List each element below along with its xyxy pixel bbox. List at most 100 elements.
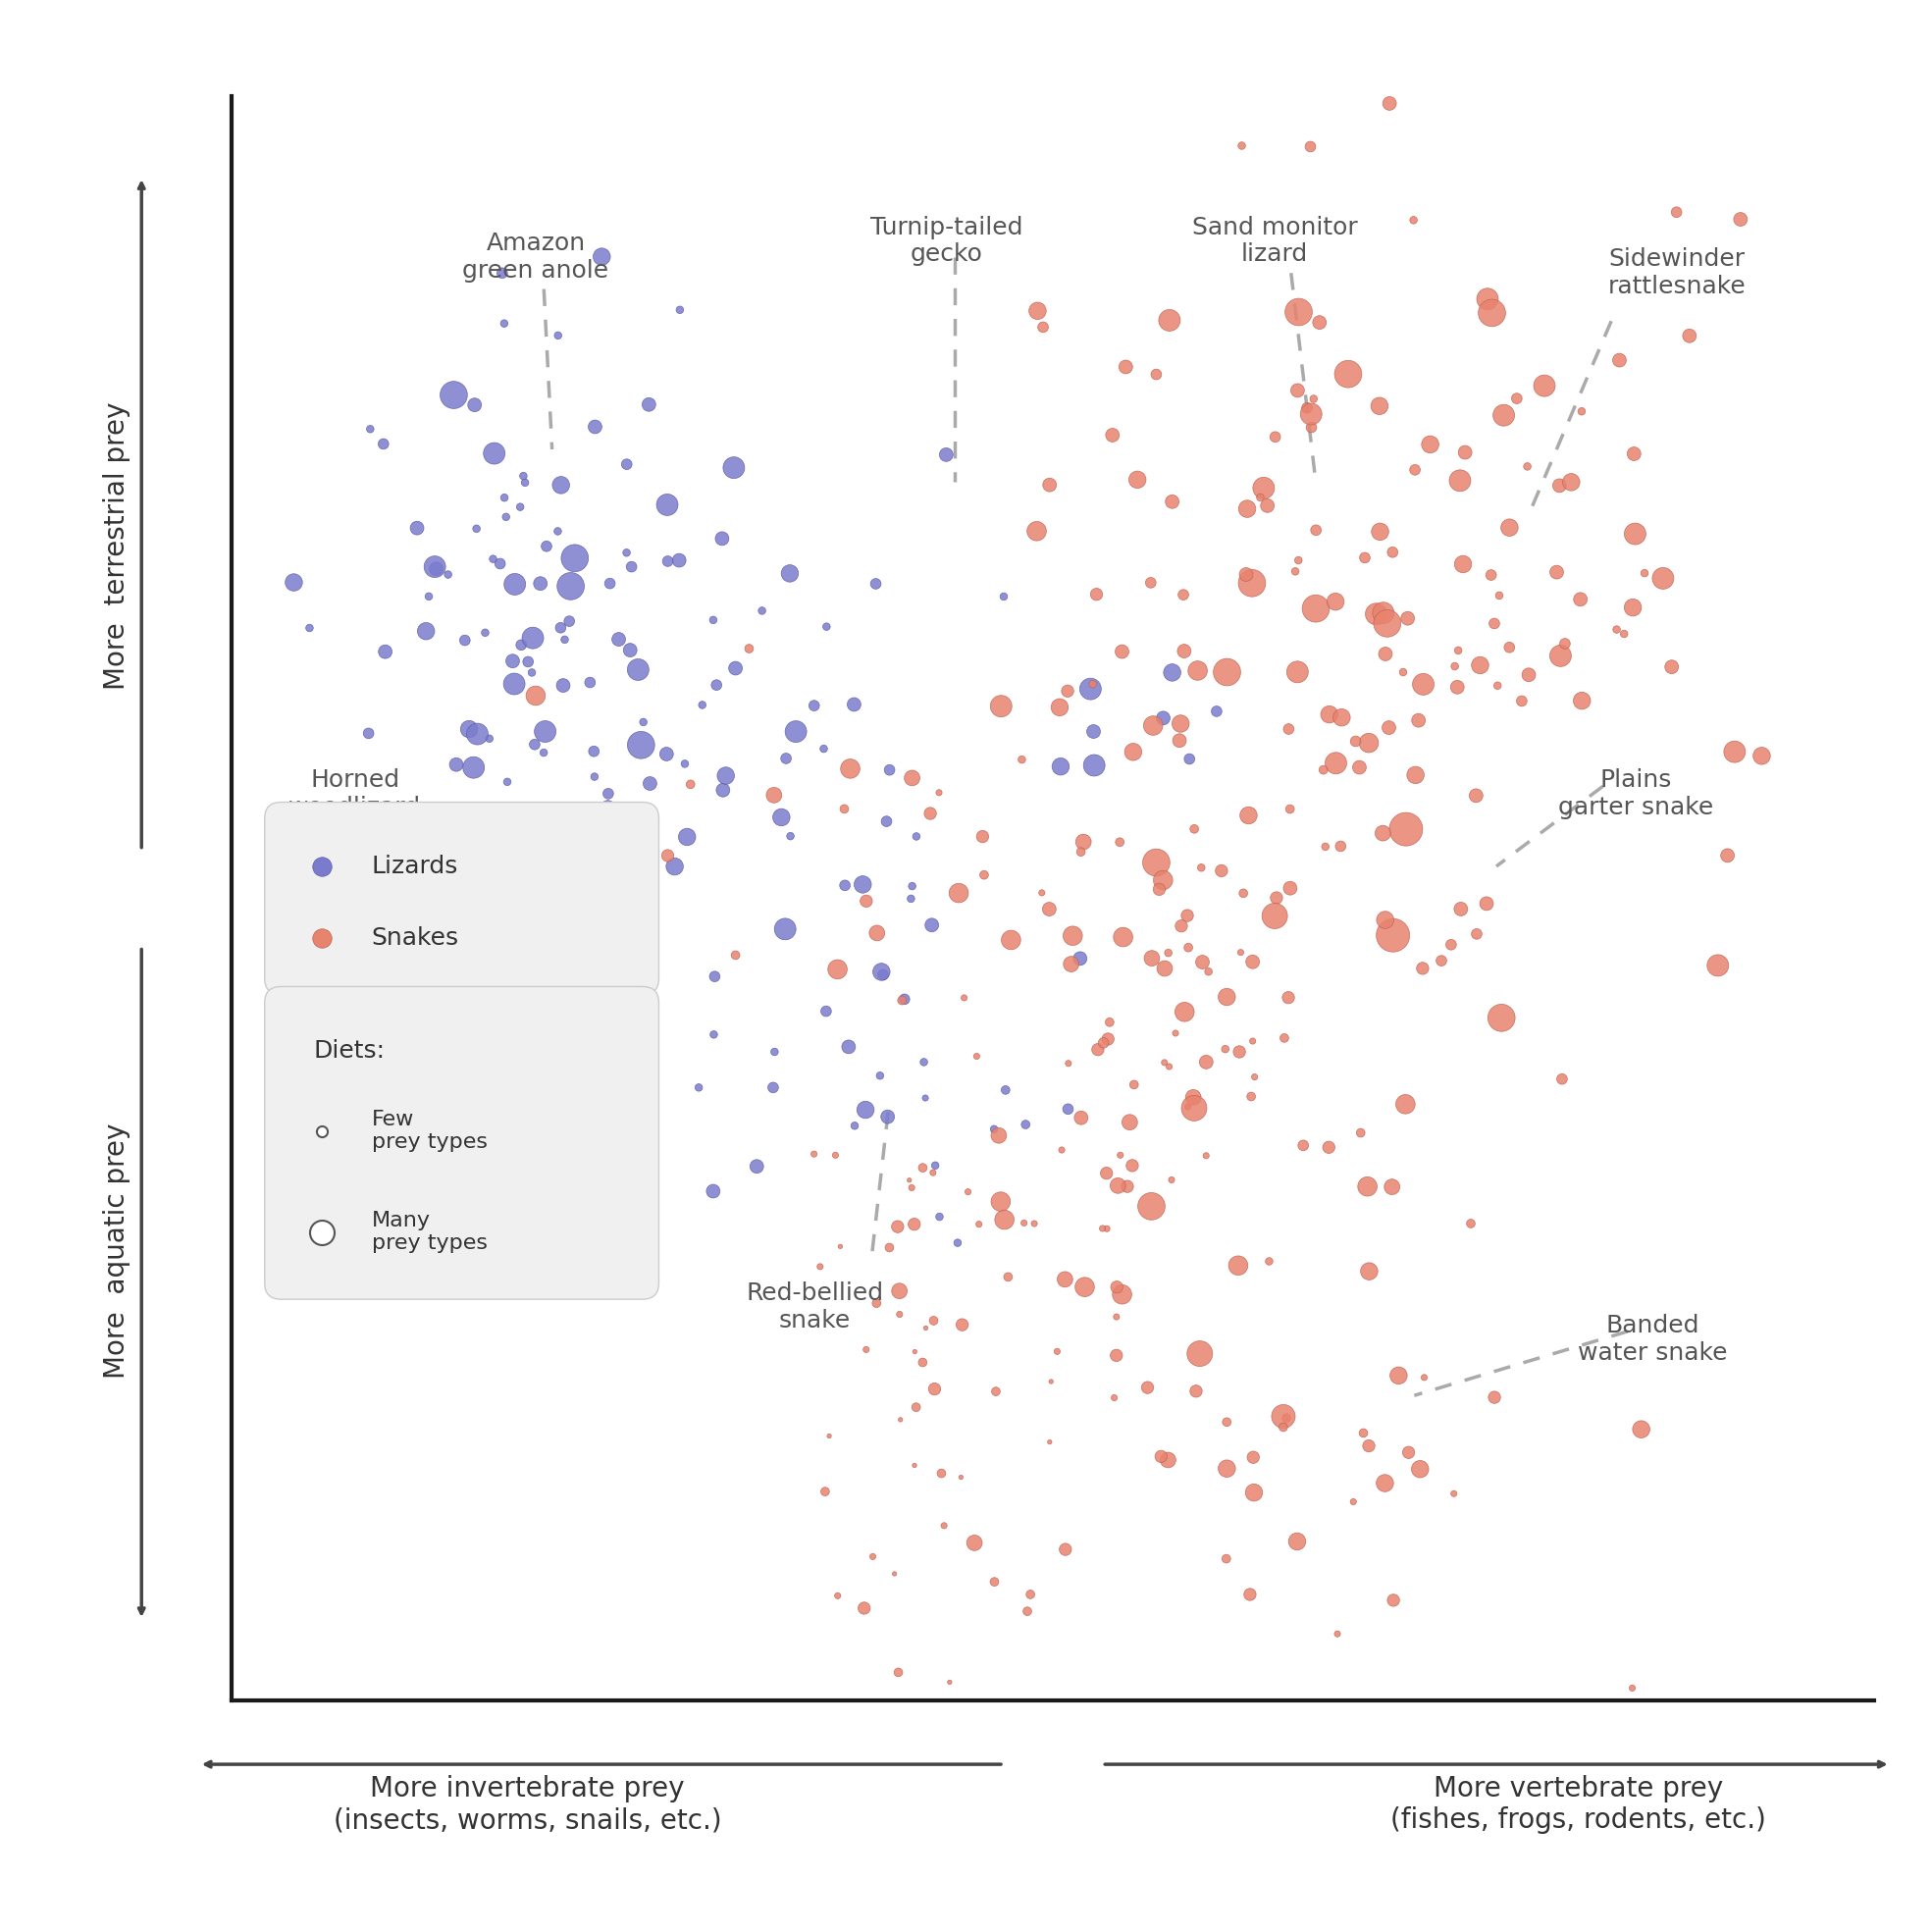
Point [1493, 512, 1524, 543]
Point [554, 570, 585, 601]
Point [468, 875, 498, 906]
Point [1604, 344, 1634, 375]
Point [574, 667, 605, 697]
Point [900, 1391, 931, 1422]
Point [838, 690, 869, 721]
Text: Amazon
green anole: Amazon green anole [462, 232, 609, 282]
Point [949, 981, 980, 1012]
Point [580, 412, 611, 442]
Point [1103, 1171, 1134, 1202]
Point [1148, 866, 1179, 896]
Point [850, 1335, 881, 1366]
Point [355, 413, 386, 444]
Point [1018, 1208, 1049, 1238]
Point [873, 755, 904, 786]
Point [1136, 568, 1167, 599]
Point [1022, 296, 1053, 327]
Point [527, 875, 558, 906]
Point [699, 960, 730, 991]
Point [838, 1111, 869, 1142]
Point [885, 1275, 916, 1306]
Point [1602, 614, 1633, 645]
Point [489, 307, 520, 338]
Point [1370, 638, 1401, 668]
Point [440, 750, 471, 781]
Point [943, 1227, 974, 1258]
Point [908, 1347, 939, 1378]
Point [896, 1173, 927, 1204]
Point [1157, 487, 1188, 518]
Point [746, 595, 777, 626]
Point [506, 630, 537, 661]
Point [1119, 736, 1150, 767]
Text: Turnip-tailed
gecko: Turnip-tailed gecko [869, 216, 1022, 267]
Point [1501, 383, 1532, 413]
Point [1238, 1478, 1269, 1509]
Point [560, 543, 591, 574]
Point [1153, 1445, 1184, 1476]
Point [1101, 1341, 1132, 1372]
Point [895, 1165, 925, 1196]
Point [1461, 781, 1492, 811]
Point [1370, 1468, 1401, 1499]
Point [668, 748, 699, 779]
Point [1341, 726, 1372, 757]
Point [1049, 1534, 1080, 1565]
Point [860, 568, 891, 599]
Point [1426, 945, 1457, 976]
Point [707, 775, 738, 806]
Point [989, 1204, 1020, 1235]
Point [1476, 298, 1507, 328]
Point [1488, 400, 1519, 431]
Point [1314, 1132, 1345, 1163]
Point [896, 763, 927, 794]
Point [1269, 1022, 1300, 1053]
Point [1088, 1028, 1119, 1059]
Point [1180, 1376, 1211, 1406]
Point [1609, 618, 1640, 649]
Point [489, 483, 520, 514]
Point [925, 1459, 956, 1490]
Point [1078, 668, 1109, 699]
Text: Sand monitor
lizard: Sand monitor lizard [1192, 216, 1358, 267]
Point [1173, 900, 1204, 931]
Point [1719, 736, 1750, 767]
Text: More invertebrate prey
(insects, worms, snails, etc.): More invertebrate prey (insects, worms, … [334, 1776, 721, 1833]
Point [1223, 1250, 1254, 1281]
Point [520, 728, 551, 759]
Point [887, 985, 918, 1016]
Point [1712, 840, 1743, 871]
Point [896, 883, 927, 914]
Point [1140, 359, 1171, 390]
Point [1034, 469, 1065, 500]
Point [980, 1113, 1010, 1144]
Point [1406, 952, 1437, 983]
Point [883, 1211, 914, 1242]
Point [1662, 197, 1692, 228]
Point [1254, 1246, 1285, 1277]
Point [1088, 1213, 1119, 1244]
Point [1625, 1414, 1656, 1445]
Point [510, 468, 541, 498]
Point [1186, 852, 1217, 883]
Point [1235, 1578, 1265, 1609]
Point [781, 717, 811, 748]
Point [945, 1463, 976, 1493]
Point [1565, 583, 1596, 614]
Point [1122, 464, 1153, 495]
Text: Banded
water snake: Banded water snake [1578, 1314, 1727, 1364]
Point [1043, 692, 1074, 723]
Point [413, 873, 444, 904]
Point [1012, 1596, 1043, 1627]
Point [419, 551, 450, 582]
Point [1546, 639, 1577, 670]
Point [433, 558, 464, 589]
Point [1393, 603, 1424, 634]
Point [516, 657, 547, 688]
Point [1447, 549, 1478, 580]
Point [910, 1312, 941, 1343]
Point [1173, 931, 1204, 962]
Point [1186, 947, 1217, 978]
Point [1236, 947, 1267, 978]
Point [1138, 711, 1169, 742]
